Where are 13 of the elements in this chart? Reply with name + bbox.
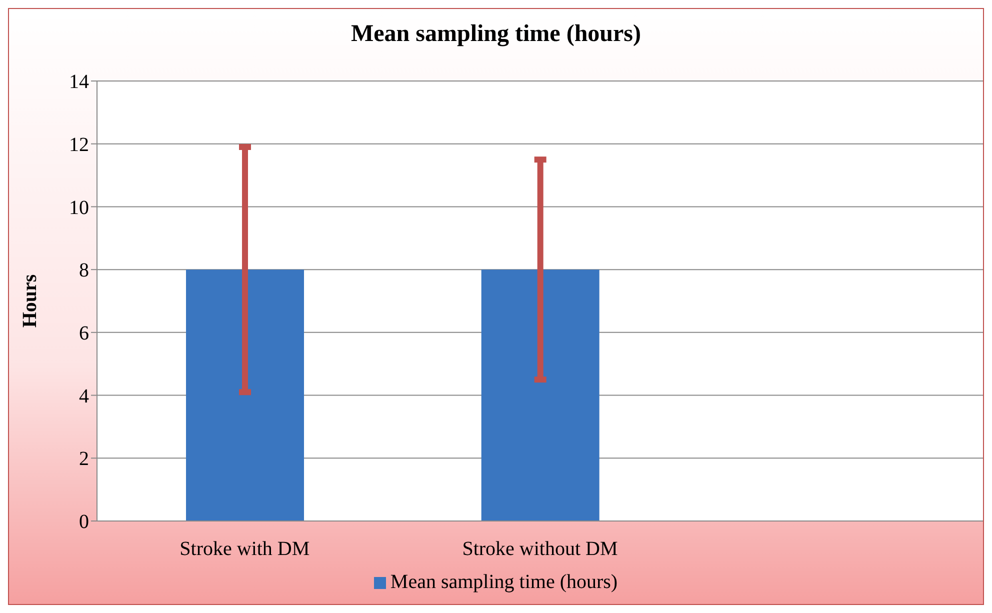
y-tick-label: 10	[69, 196, 89, 219]
y-tick-label: 12	[69, 134, 89, 156]
y-tick-label: 4	[79, 385, 89, 408]
chart-title: Mean sampling time (hours)	[350, 21, 642, 48]
y-axis-title: Hours	[19, 274, 42, 328]
y-tick-label: 0	[79, 511, 89, 534]
x-tick-label: Stroke without DM	[462, 538, 618, 560]
y-tick-label: 8	[79, 260, 89, 282]
x-tick-label: Stroke with DM	[180, 538, 310, 560]
y-tick-label: 14	[69, 71, 89, 94]
y-tick-label: 2	[79, 448, 89, 470]
y-tick-label: 6	[79, 322, 89, 345]
legend-label: Mean sampling time (hours)	[390, 571, 618, 593]
